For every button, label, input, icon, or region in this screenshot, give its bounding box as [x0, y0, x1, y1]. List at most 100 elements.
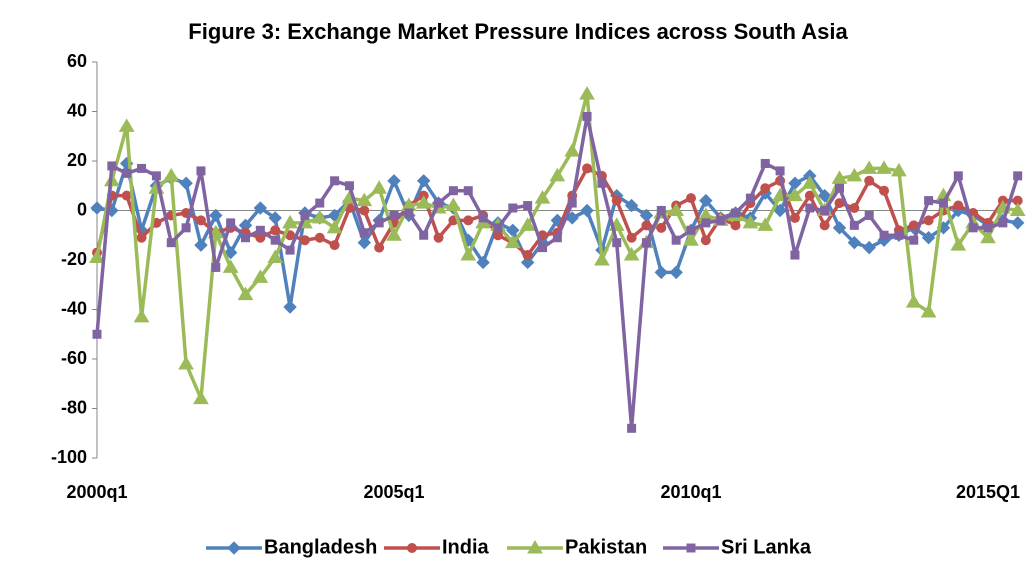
data-point [757, 217, 774, 231]
data-point [879, 185, 890, 196]
data-point [611, 195, 622, 206]
data-point [683, 232, 699, 246]
data-point [448, 186, 458, 196]
data-point [434, 198, 444, 208]
data-point [163, 167, 180, 182]
data-point [506, 223, 520, 238]
data-point [166, 238, 176, 248]
data-point [849, 203, 860, 214]
data-point [252, 269, 269, 283]
data-point [699, 193, 713, 208]
data-point [493, 223, 503, 233]
data-point [552, 233, 562, 243]
data-point [253, 201, 268, 215]
data-point [894, 230, 904, 240]
data-point [374, 242, 385, 253]
data-point [359, 205, 370, 216]
legend-marker [527, 540, 543, 554]
data-point [311, 209, 328, 224]
data-point [386, 227, 402, 241]
data-point [564, 143, 581, 157]
data-point [463, 215, 474, 226]
data-point [549, 167, 566, 182]
data-point [668, 202, 685, 216]
y-tick-label: -40 [61, 298, 87, 318]
data-point [864, 175, 875, 186]
legend-item: Bangladesh [206, 536, 377, 558]
legend-marker [407, 543, 417, 553]
data-point [371, 180, 388, 194]
chart-title: Figure 3: Exchange Market Pressure Indic… [188, 19, 848, 44]
data-point [820, 206, 830, 215]
data-point [285, 245, 295, 255]
data-point [136, 232, 147, 243]
data-point [787, 187, 803, 202]
data-point [669, 265, 683, 280]
data-point [326, 219, 343, 234]
data-point [862, 240, 876, 255]
data-point [656, 206, 666, 215]
data-point [460, 247, 477, 261]
data-point [415, 195, 432, 209]
data-point [950, 237, 967, 251]
data-point [211, 262, 221, 272]
data-point [270, 235, 280, 245]
data-point [433, 232, 444, 243]
data-point [760, 158, 770, 168]
data-point [567, 198, 577, 208]
data-point [582, 163, 593, 174]
data-point [445, 197, 462, 212]
data-point [404, 208, 414, 218]
data-point [538, 243, 547, 253]
data-point [522, 250, 533, 261]
data-point [804, 190, 815, 201]
data-point [193, 390, 209, 405]
data-point [1010, 216, 1025, 230]
data-point [641, 238, 651, 248]
data-point [716, 215, 726, 225]
data-point [508, 203, 518, 213]
data-point [686, 225, 696, 235]
data-point [924, 196, 934, 206]
data-point [879, 230, 889, 240]
y-tick-label: -20 [61, 249, 87, 269]
data-point [151, 171, 161, 181]
data-point [223, 245, 238, 260]
data-point [849, 220, 859, 230]
data-point [357, 235, 372, 250]
data-point [998, 218, 1008, 228]
data-point [745, 193, 755, 203]
data-point [330, 176, 340, 186]
data-point [178, 355, 194, 370]
data-point [196, 166, 206, 176]
data-point [195, 215, 206, 226]
data-point [534, 190, 551, 204]
y-tick-label: -100 [51, 447, 87, 467]
x-tick-label: 2005q1 [363, 482, 424, 502]
data-point [654, 265, 669, 280]
data-point [953, 171, 963, 181]
data-point [817, 188, 832, 203]
data-point [626, 232, 637, 243]
data-point [389, 210, 399, 220]
data-point [775, 166, 785, 176]
data-point [953, 200, 964, 211]
data-point [773, 203, 787, 218]
data-point [374, 218, 384, 228]
data-point [876, 160, 892, 174]
data-point [89, 249, 105, 264]
data-point [92, 329, 102, 339]
data-point [344, 181, 354, 191]
x-tick-label: 2010q1 [660, 482, 721, 502]
data-point [656, 222, 667, 233]
data-point [237, 286, 254, 301]
data-point [387, 174, 401, 188]
data-point [359, 228, 369, 238]
data-point [300, 210, 310, 220]
x-tick-label: 2015Q1 [956, 482, 1020, 502]
data-point [938, 198, 948, 208]
legend-marker [686, 543, 696, 553]
y-tick-label: 60 [67, 51, 87, 71]
legend-label: India [442, 536, 490, 558]
data-point [137, 163, 147, 173]
